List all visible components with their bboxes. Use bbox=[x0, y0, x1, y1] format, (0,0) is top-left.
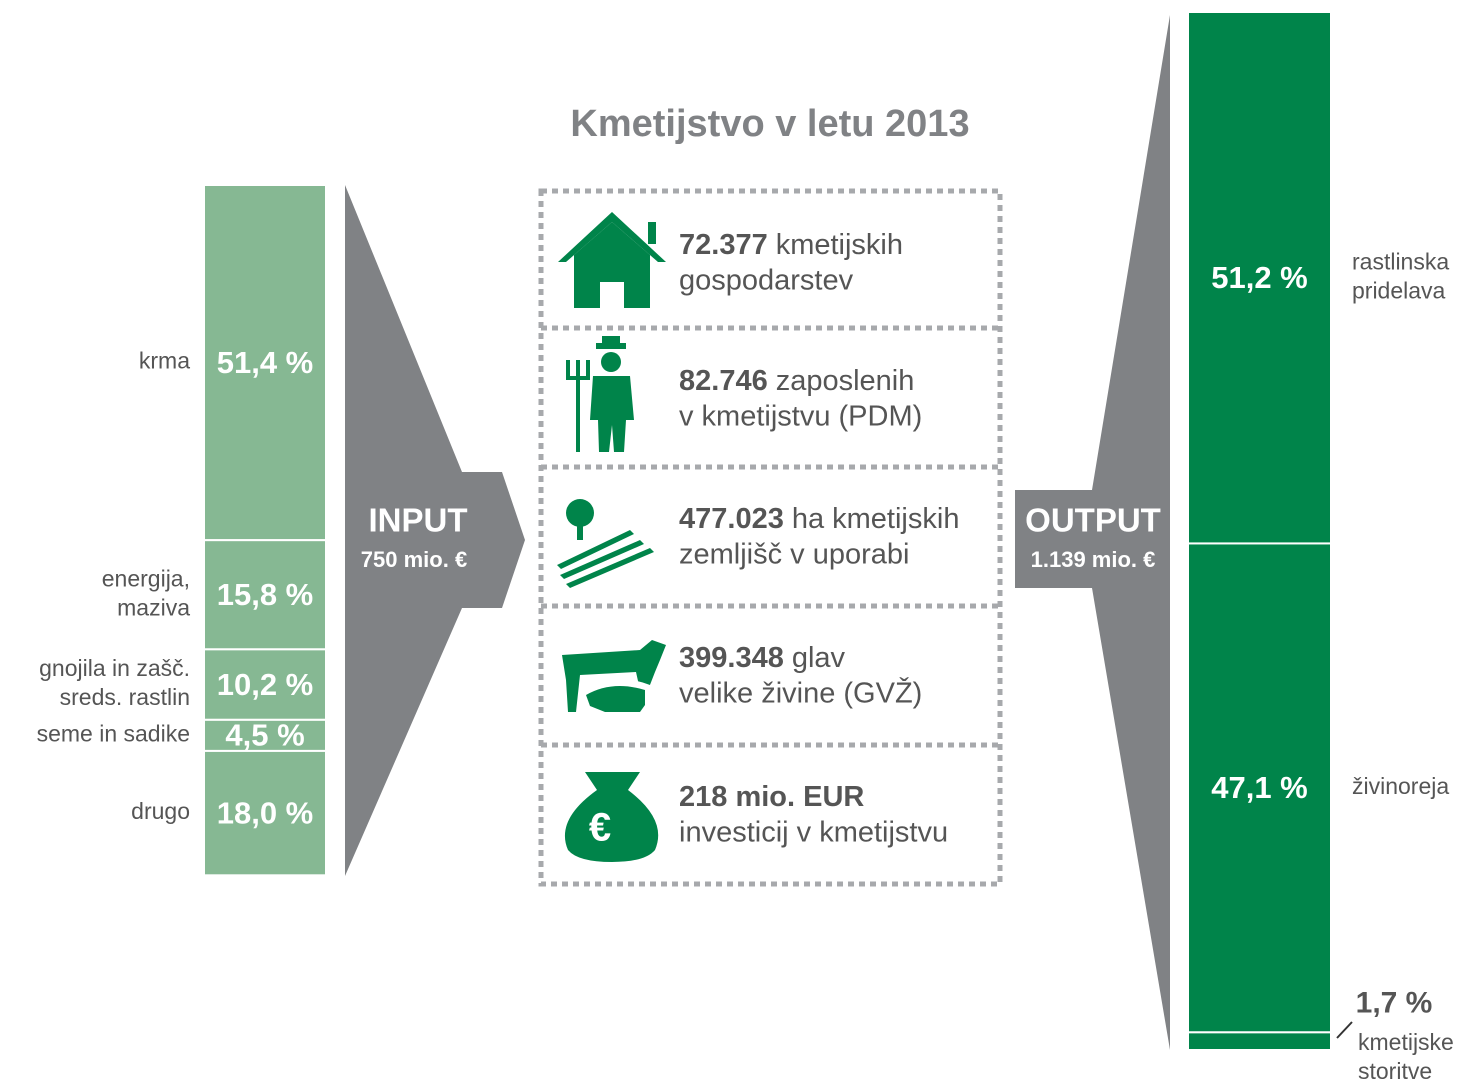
segment-value: 10,2 % bbox=[217, 667, 314, 702]
stats-frame bbox=[538, 188, 1003, 887]
stat-line: 72.377 kmetijskih bbox=[679, 229, 903, 261]
pointer-line bbox=[1336, 1021, 1353, 1039]
stat-number: 477.023 bbox=[679, 503, 784, 535]
stat-text: glav bbox=[792, 642, 846, 674]
category-label: gnojila in zašč. bbox=[39, 655, 190, 681]
bar-segment bbox=[1187, 1031, 1332, 1052]
segment-value: 51,2 % bbox=[1211, 260, 1308, 295]
bar-segment bbox=[1187, 542, 1332, 1034]
euro-sign: € bbox=[589, 806, 611, 850]
stat-text: zemljišč v uporabi bbox=[679, 539, 909, 571]
bar-segment bbox=[203, 184, 327, 542]
stat-number: 218 mio. EUR bbox=[679, 781, 864, 813]
category-label: sreds. rastlin bbox=[60, 684, 190, 710]
stat-text: kmetijskih bbox=[776, 229, 903, 261]
stat-line: 477.023 ha kmetijskih bbox=[679, 503, 959, 535]
stat-number: 399.348 bbox=[679, 642, 784, 674]
input-label: INPUT bbox=[369, 502, 468, 539]
icons bbox=[557, 212, 666, 862]
stat-text: investicij v kmetijstvu bbox=[679, 817, 948, 849]
input-amount: 750 mio. € bbox=[361, 547, 467, 572]
stat-text: velike živine (GVŽ) bbox=[679, 677, 922, 710]
stat-number: 72.377 bbox=[679, 229, 768, 261]
category-label: drugo bbox=[131, 798, 190, 824]
stat-text: v kmetijstvu (PDM) bbox=[679, 401, 922, 433]
stat-text: gospodarstev bbox=[679, 265, 854, 297]
category-label: krma bbox=[139, 348, 190, 374]
stat-line: 218 mio. EUR bbox=[679, 781, 864, 813]
category-label: rastlinska bbox=[1352, 248, 1449, 274]
stat-line: 82.746 zaposlenih bbox=[679, 365, 914, 397]
category-label: živinoreja bbox=[1352, 773, 1449, 799]
category-label: kmetijske bbox=[1358, 1029, 1454, 1055]
stat-line: 399.348 glav bbox=[679, 642, 846, 674]
input-funnel bbox=[345, 185, 525, 876]
bar-segment bbox=[203, 749, 327, 877]
bar-segment bbox=[203, 539, 327, 651]
stat-text: zaposlenih bbox=[776, 365, 915, 397]
segment-value: 4,5 % bbox=[225, 718, 304, 753]
category-label: seme in sadike bbox=[37, 720, 190, 746]
segment-value: 51,4 % bbox=[217, 345, 314, 380]
segment-value: 18,0 % bbox=[217, 795, 314, 830]
category-label: maziva bbox=[117, 594, 190, 620]
output-funnel bbox=[1015, 15, 1170, 1050]
category-label: storitve bbox=[1358, 1058, 1432, 1082]
category-label: energija, bbox=[102, 565, 190, 591]
stat-number: 82.746 bbox=[679, 365, 768, 397]
segment-value: 1,7 % bbox=[1356, 986, 1433, 1019]
bar-segment bbox=[203, 648, 327, 721]
stat-text: ha kmetijskih bbox=[792, 503, 960, 535]
segment-value: 15,8 % bbox=[217, 577, 314, 612]
segment-value: 47,1 % bbox=[1211, 770, 1308, 805]
title: Kmetijstvo v letu 2013 bbox=[570, 103, 969, 145]
category-label: pridelava bbox=[1352, 277, 1446, 303]
output-amount: 1.139 mio. € bbox=[1031, 547, 1156, 572]
output-label: OUTPUT bbox=[1025, 502, 1161, 539]
